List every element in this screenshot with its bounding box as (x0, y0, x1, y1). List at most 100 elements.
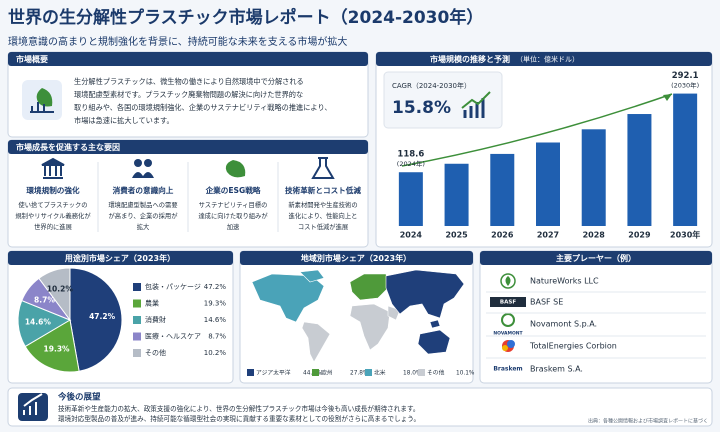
overview-line: 環境配慮型素材です。プラスチック廃棄物問題の解決に向けた世界的な (74, 90, 303, 99)
overview-line: 取り組みや、各国の環境規制強化、企業のサステナビリティ戦略の推進により、 (74, 103, 332, 112)
overview-header (8, 52, 368, 66)
outlook-title: 今後の展望 (57, 392, 101, 403)
x-tick-label: 2024 (400, 231, 423, 240)
outlook-panel (7, 387, 713, 427)
slice-label: 8.7% (34, 295, 55, 304)
region-swatch (312, 369, 319, 376)
driver-text: 達成に向けた取り組みが (198, 211, 268, 220)
region-value: 10.1% (456, 371, 475, 377)
drivers-title: 市場成長を促進する主な要因 (16, 142, 120, 152)
bar (536, 142, 560, 226)
bar (490, 153, 515, 226)
player-name: Braskem S.A. (530, 365, 583, 374)
outlook-line: 環境対応型製品の普及が進み、持続可能な循環型社会の実現に貢献する重要な素材として… (58, 414, 420, 423)
x-tick-label: 2030年 (670, 230, 700, 240)
pie-title: 用途別市場シェア（2023年） (64, 253, 175, 263)
slice-label: 10.2% (47, 284, 74, 293)
page-title: 世界の生分解性プラスチック市場レポート（2024-2030年） (8, 7, 483, 28)
overview-line: 生分解性プラスチックは、微生物の働きにより自然環境中で分解される (74, 77, 304, 86)
cagr-label: CAGR（2024-2030年） (392, 81, 471, 90)
legend-value: 47.2% (204, 283, 227, 291)
legend-label: 包装・パッケージ (145, 282, 201, 291)
legend-swatch (133, 283, 141, 291)
value-label: 118.6 (397, 150, 424, 160)
page-subtitle: 環境意識の高まりと規制強化を背景に、持続可能な未来を支える市場が拡大 (8, 35, 347, 48)
outlook-icon-mark (23, 393, 43, 415)
map-header (240, 251, 473, 265)
pie-slice (38, 267, 71, 322)
legend-swatch (133, 332, 141, 341)
slice-label: 14.6% (25, 317, 52, 326)
value-annotation: (2024年) (397, 159, 425, 168)
x-tick-label: 2028 (583, 231, 606, 240)
x-tick-label: 2026 (491, 231, 514, 240)
players-panel (479, 250, 713, 384)
bar (581, 129, 606, 226)
legend-label: 医療・ヘルスケア (145, 332, 201, 341)
driver-text: 新素材開発や生産技術の (288, 200, 357, 209)
driver-title: 企業のESG戦略 (205, 185, 261, 195)
driver-text: コスト低減が進展 (298, 222, 349, 231)
driver-icons (41, 157, 335, 232)
overview-line: 市場は急速に拡大しています。 (74, 116, 174, 125)
bar (398, 172, 423, 226)
pie-slice (24, 319, 80, 373)
pie-slice (69, 267, 123, 372)
outlook-line: 技術革新や生産能力の拡大、政策支援の強化により、世界の生分解性プラスチック市場は… (58, 404, 419, 413)
player-name: TotalEnergies Corbion (529, 342, 617, 351)
legend-swatch (133, 349, 141, 357)
driver-text: 進化により、性能向上と (289, 211, 358, 220)
legend-value: 8.7% (208, 333, 226, 341)
value-label: 292.1 (672, 71, 699, 81)
legend-value: 19.3% (204, 300, 227, 308)
world-map (251, 269, 465, 363)
legend-label: 農業 (145, 299, 159, 308)
map-title: 地域別市場シェア（2023年） (301, 253, 411, 263)
region-name: その他 (427, 369, 445, 377)
driver-text: が高まり、企業の採用が (108, 211, 178, 220)
region-name: 欧州 (321, 369, 333, 377)
bar (444, 163, 469, 226)
legend-label: 消費財 (145, 315, 166, 324)
source-note: 出典：各種公開情報および市場調査レポートに基づく (588, 418, 708, 425)
driver-title: 環境規制の強化 (26, 185, 80, 195)
x-tick-label: 2029 (628, 231, 651, 240)
legend-swatch (133, 299, 141, 308)
x-tick-label: 2025 (445, 231, 468, 240)
driver-title: 消費者の意識向上 (113, 185, 174, 195)
region-swatch (247, 369, 254, 376)
market-unit: （単位：億米ドル） (516, 55, 579, 64)
market-title: 市場規模の推移と予測 (430, 54, 510, 64)
cagr-value: 15.8% (392, 98, 451, 118)
player-name: NatureWorks LLC (530, 277, 599, 286)
driver-text: 環境配慮型製品への需要 (108, 200, 177, 209)
overview-icon (22, 80, 62, 120)
slice-label: 47.2% (89, 312, 116, 321)
driver-text: サステナビリティ目標の (199, 200, 268, 209)
driver-text: 加速 (227, 222, 240, 231)
player-logo: Braskem (493, 366, 522, 373)
slice-label: 19.3% (44, 344, 71, 353)
region-name: 北米 (374, 369, 386, 377)
driver-title: 技術革新とコスト低減 (285, 185, 361, 195)
legend-value: 14.6% (204, 316, 227, 324)
region-value: 18.0% (403, 371, 422, 377)
value-annotation: (2030年) (671, 81, 699, 90)
region-swatch (365, 369, 372, 376)
player-logo: NOVAMONT (493, 331, 523, 337)
drivers-header (8, 140, 368, 154)
region-swatch (418, 369, 425, 376)
bar (627, 114, 652, 226)
cagr-icon (461, 91, 491, 118)
player-logo: BASF (500, 300, 516, 306)
market-header (376, 52, 712, 66)
player-logos (486, 273, 706, 359)
legend-swatch (133, 316, 141, 324)
region-value: 27.8% (350, 371, 369, 377)
overview-title: 市場概要 (16, 54, 48, 64)
legend-label: その他 (145, 348, 166, 357)
outlook-icon (18, 393, 48, 421)
driver-text: 規制やリサイクル義務化が (15, 211, 91, 220)
player-name: BASF SE (530, 298, 563, 307)
